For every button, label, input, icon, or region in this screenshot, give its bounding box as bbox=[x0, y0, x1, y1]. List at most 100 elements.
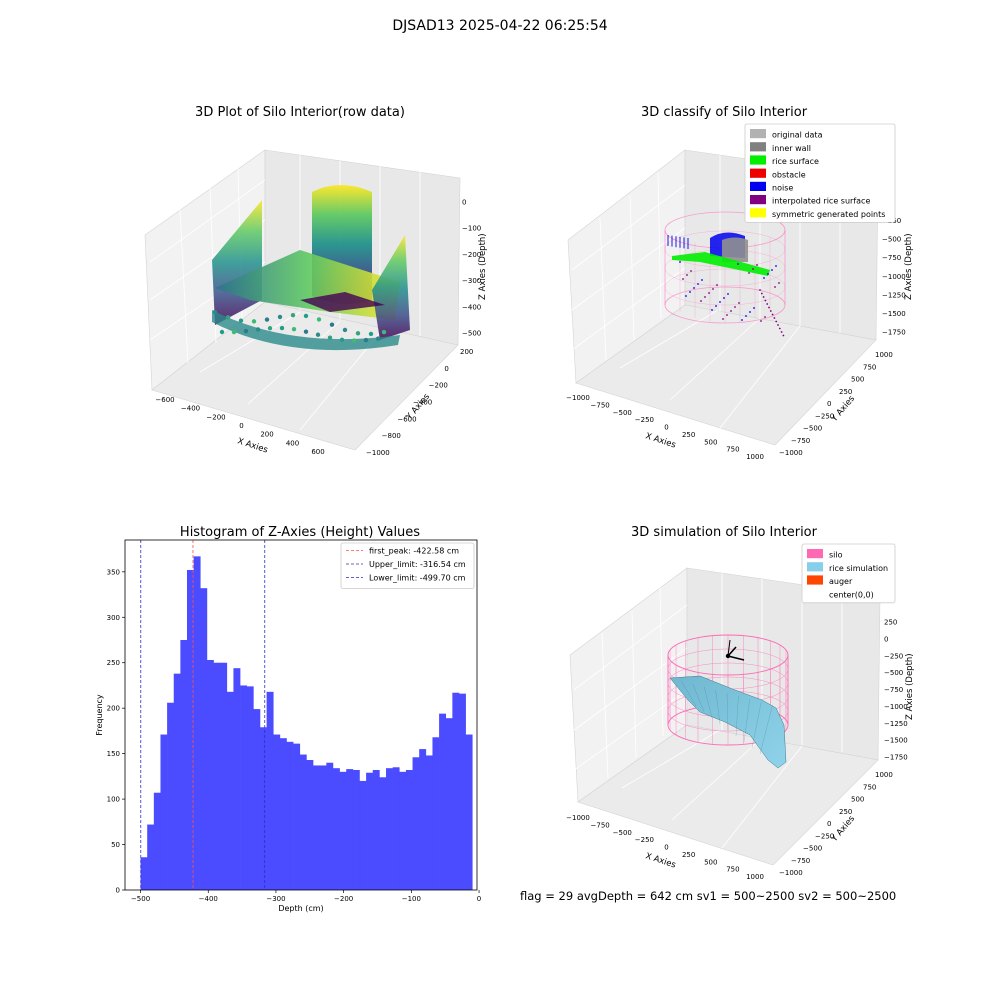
x-ticks: −1000−750−500−250 0 250 500 750 1000 bbox=[566, 814, 764, 881]
x-tick-label: 500 bbox=[704, 858, 717, 866]
y-tick-label: 750 bbox=[863, 363, 876, 371]
legend-label: noise bbox=[772, 184, 793, 193]
y-tick-label: 200 bbox=[460, 348, 473, 356]
histogram-bar bbox=[326, 762, 334, 890]
x-tick-label: 0 bbox=[477, 895, 481, 903]
histogram-bar bbox=[332, 768, 340, 890]
histogram-bar bbox=[405, 770, 413, 890]
histogram-bar bbox=[452, 692, 460, 890]
histogram-bar bbox=[259, 727, 267, 890]
legend-swatch bbox=[807, 575, 823, 585]
pane-floor bbox=[577, 724, 879, 866]
classified-point bbox=[716, 284, 718, 286]
y-tick-label: 150 bbox=[107, 750, 120, 758]
grid-line bbox=[601, 632, 609, 779]
classified-point bbox=[771, 269, 773, 271]
rice-mesh-line bbox=[715, 689, 721, 725]
histogram-vlines bbox=[140, 540, 266, 890]
grid-line bbox=[657, 171, 662, 319]
raw-point bbox=[342, 327, 348, 333]
classified-point bbox=[760, 292, 763, 295]
y-tick-label: −200 bbox=[429, 382, 448, 390]
z-tick-label: −750 bbox=[884, 686, 903, 694]
raw-dark-pit bbox=[300, 292, 385, 312]
histogram-bar bbox=[206, 660, 214, 890]
rice-mesh-line bbox=[681, 680, 697, 707]
y-tick-label: 0 bbox=[116, 887, 120, 895]
legend-label: inner wall bbox=[772, 144, 811, 153]
x-tick-label: 750 bbox=[726, 446, 739, 454]
histogram-bar bbox=[253, 709, 261, 890]
rice-mesh bbox=[681, 680, 773, 755]
histogram-bar bbox=[266, 691, 274, 890]
classified-point bbox=[764, 316, 766, 318]
rice-surface-points bbox=[672, 252, 770, 276]
legend-swatch bbox=[807, 588, 823, 598]
z-tick-label: −500 bbox=[882, 236, 901, 244]
histogram-bar bbox=[458, 693, 466, 890]
histogram-bar bbox=[465, 734, 473, 890]
y-tick-label: −1000 bbox=[779, 449, 803, 457]
raw-point bbox=[368, 331, 374, 337]
x-tick-label: −500 bbox=[613, 829, 632, 837]
y-tick-label: −750 bbox=[791, 857, 810, 865]
grid-line bbox=[631, 610, 637, 758]
classified-point bbox=[697, 283, 699, 285]
legend-swatch bbox=[750, 181, 766, 191]
z-tick-label: −1500 bbox=[882, 310, 906, 318]
classify-points bbox=[667, 235, 785, 337]
x-tick-label: −600 bbox=[155, 396, 174, 404]
y-axis-label: Y Axies bbox=[829, 814, 857, 845]
z-tick-label: 0 bbox=[884, 635, 888, 643]
classified-point bbox=[749, 311, 751, 313]
histogram-bar bbox=[273, 734, 281, 890]
classified-point bbox=[685, 295, 687, 297]
classified-point bbox=[777, 324, 779, 326]
classified-point bbox=[753, 307, 755, 309]
x-tick-label: 750 bbox=[726, 866, 739, 874]
raw-point bbox=[375, 336, 381, 341]
classified-point bbox=[745, 315, 747, 317]
legend-label: rice simulation bbox=[829, 564, 888, 573]
histogram-bar bbox=[366, 772, 374, 890]
raw-point bbox=[327, 335, 333, 340]
x-tick-label: −500 bbox=[131, 895, 150, 903]
histogram-bar bbox=[147, 824, 155, 890]
x-tick-label: −750 bbox=[591, 401, 610, 409]
classified-point bbox=[782, 334, 785, 337]
z-tick-label: −1500 bbox=[884, 737, 908, 745]
classified-point bbox=[727, 293, 729, 295]
y-tick-label: −500 bbox=[803, 845, 822, 853]
panel-simulation-title: 3D simulation of Silo Interior bbox=[631, 525, 818, 540]
classified-point bbox=[734, 306, 736, 308]
x-tick-label: 1000 bbox=[746, 453, 764, 461]
x-tick-label: 0 bbox=[239, 422, 243, 430]
raw-point bbox=[303, 329, 309, 334]
y-tick-label: −800 bbox=[382, 432, 401, 440]
classified-point bbox=[771, 313, 774, 316]
classified-point bbox=[741, 319, 743, 321]
classified-point bbox=[722, 318, 724, 320]
y-tick-label: −500 bbox=[803, 425, 822, 433]
histogram-bar bbox=[439, 713, 447, 890]
y-tick-label: 500 bbox=[851, 376, 864, 384]
simulation-legend: silo rice simulation auger center(0,0) bbox=[801, 543, 896, 604]
histogram-bar bbox=[392, 767, 400, 890]
y-tick-label: 100 bbox=[107, 796, 120, 804]
raw-point bbox=[231, 329, 237, 335]
x-tick-label: 400 bbox=[286, 439, 299, 447]
classified-point bbox=[756, 264, 758, 266]
histogram-bar bbox=[180, 640, 188, 890]
histogram-bar bbox=[279, 738, 287, 890]
status-footer: flag = 29 avgDepth = 642 cm sv1 = 500~25… bbox=[520, 889, 897, 903]
y-axis-label: Frequency bbox=[95, 694, 104, 736]
auger-arm-3 bbox=[727, 639, 731, 657]
grid-line bbox=[199, 311, 301, 373]
rice-mesh-line bbox=[726, 692, 729, 731]
x-tick-label: 0 bbox=[664, 844, 668, 852]
classified-point bbox=[767, 273, 769, 275]
y-axis-label: Y Axies bbox=[404, 392, 432, 423]
rice-simulation-surface bbox=[669, 675, 787, 769]
histogram-bar bbox=[286, 741, 294, 890]
